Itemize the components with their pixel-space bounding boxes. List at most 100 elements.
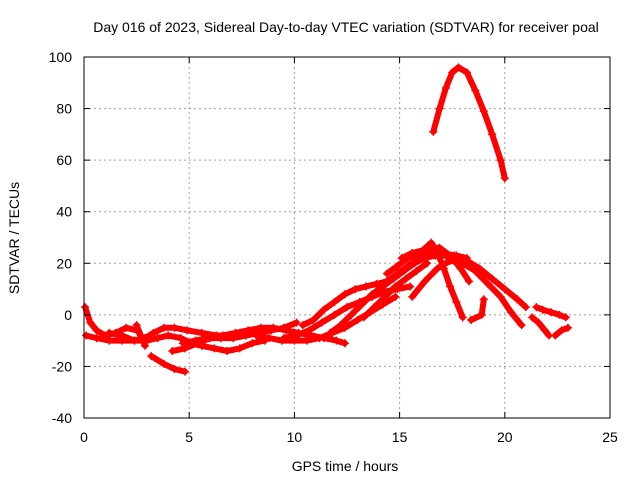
data-series-layer <box>81 63 572 376</box>
data-point <box>433 264 442 273</box>
data-point <box>534 318 543 327</box>
data-point <box>420 254 429 263</box>
data-point <box>488 130 497 139</box>
data-point <box>105 336 114 345</box>
data-point <box>454 63 463 72</box>
data-point <box>406 282 415 291</box>
data-point <box>351 285 360 294</box>
data-point <box>292 318 301 327</box>
data-point <box>538 305 547 314</box>
data-point <box>471 86 480 95</box>
data-point <box>420 277 429 286</box>
data-point <box>368 290 377 299</box>
data-point <box>448 68 457 77</box>
tick-labels: 0 5 10 15 20 25 -40 -20 0 20 40 60 80 100 <box>49 49 618 445</box>
data-point <box>513 295 522 304</box>
data-point <box>136 331 145 340</box>
x-tick-label: 10 <box>287 429 303 445</box>
data-point <box>265 334 274 343</box>
data-point <box>397 254 406 263</box>
data-point <box>462 68 471 77</box>
data-point <box>500 285 509 294</box>
data-point <box>86 318 95 327</box>
data-point <box>204 334 213 343</box>
data-point <box>380 292 389 301</box>
data-point <box>521 303 530 312</box>
plot-frame <box>83 56 611 419</box>
data-point <box>500 174 509 183</box>
data-point <box>357 300 366 309</box>
data-point <box>446 282 455 291</box>
x-tick-label: 25 <box>602 429 618 445</box>
data-point <box>197 328 206 337</box>
data-point <box>450 251 459 260</box>
data-point <box>303 336 312 345</box>
x-tick-label: 15 <box>392 429 408 445</box>
data-point <box>147 352 156 361</box>
data-point <box>427 238 436 247</box>
data-point <box>336 321 345 330</box>
data-point <box>441 83 450 92</box>
series-arc-18 <box>429 63 509 183</box>
data-point <box>340 339 349 348</box>
data-point <box>393 261 402 270</box>
data-point <box>353 316 362 325</box>
data-point <box>496 292 505 301</box>
data-point <box>223 346 232 355</box>
series-arc-20 <box>528 313 553 340</box>
data-point <box>391 292 400 301</box>
data-point <box>435 104 444 113</box>
data-point <box>555 310 564 319</box>
data-point <box>210 344 219 353</box>
data-point <box>292 331 301 340</box>
data-point <box>248 339 257 348</box>
data-point <box>340 290 349 299</box>
data-point <box>446 256 455 265</box>
chart-title: Day 016 of 2023, Sidereal Day-to-day VTE… <box>93 19 599 35</box>
series-arc-4 <box>132 321 150 350</box>
data-point <box>372 279 381 288</box>
data-point <box>149 328 158 337</box>
data-point <box>298 321 307 330</box>
data-point <box>130 336 139 345</box>
series-line <box>148 353 188 375</box>
data-point <box>462 256 471 265</box>
data-point <box>389 274 398 283</box>
x-axis-title: GPS time / hours <box>292 458 399 474</box>
data-point <box>168 346 177 355</box>
data-point <box>410 259 419 268</box>
data-point <box>242 331 251 340</box>
data-point <box>170 365 179 374</box>
y-tick-label: 40 <box>56 204 72 220</box>
data-point <box>418 246 427 255</box>
data-point <box>117 331 126 340</box>
data-point <box>164 331 173 340</box>
series-arc-15 <box>408 256 526 330</box>
data-point <box>382 269 391 278</box>
data-point <box>309 316 318 325</box>
y-tick-label: 0 <box>64 307 72 323</box>
data-point <box>178 339 187 348</box>
data-point <box>153 334 162 343</box>
data-point <box>458 313 467 322</box>
data-point <box>191 336 200 345</box>
y-axis-title: SDTVAR / TECUs <box>6 182 22 294</box>
series-line <box>409 257 525 329</box>
y-tick-label: 60 <box>56 152 72 168</box>
data-point <box>317 318 326 327</box>
data-point <box>467 316 476 325</box>
data-point <box>408 248 417 257</box>
data-point <box>422 259 431 268</box>
data-point <box>180 367 189 376</box>
x-tick-label: 0 <box>80 429 88 445</box>
data-point <box>343 303 351 312</box>
data-point <box>399 267 408 276</box>
data-point <box>551 331 560 340</box>
series-line <box>430 64 508 182</box>
data-point <box>183 326 192 335</box>
data-point <box>330 310 339 319</box>
data-point <box>81 303 90 312</box>
series-arc-16 <box>437 248 530 312</box>
y-tick-label: 80 <box>56 101 72 117</box>
data-point <box>532 303 541 312</box>
